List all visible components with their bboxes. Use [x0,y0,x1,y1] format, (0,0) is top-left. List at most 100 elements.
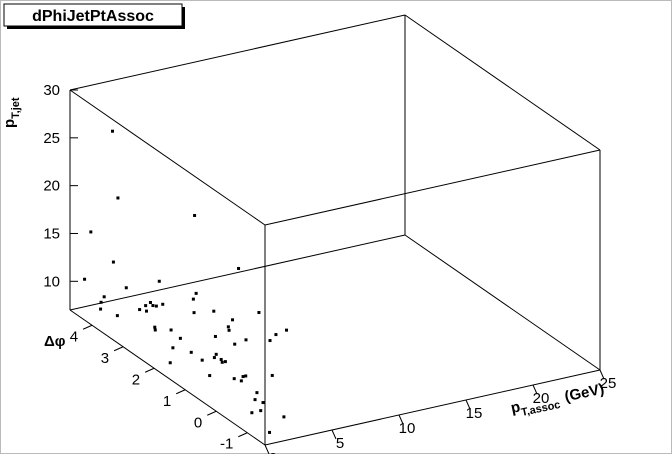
point [83,277,87,281]
point [220,360,224,364]
point [189,350,193,354]
y-axis-title: Δφ [44,333,66,350]
point [212,309,216,313]
point [227,328,231,332]
y-tick-label: -1 [220,436,233,453]
x-tick [331,429,337,440]
point [268,339,272,343]
x-tick [599,369,605,380]
point [219,357,223,361]
point [138,308,142,312]
y-tick-label: 2 [132,371,140,388]
point [89,230,93,234]
y-tick-label: 4 [70,328,78,345]
point [244,338,248,342]
x-tick-label: 25 [600,375,617,392]
point [154,304,158,308]
z-tick-label: 30 [43,82,60,99]
point [244,374,248,378]
title-box [3,3,183,27]
point [259,409,263,413]
z-tick-label: 10 [43,273,60,290]
point [208,374,212,378]
point [178,336,182,340]
box-edge [404,234,601,371]
point [257,311,261,315]
box-edge [69,89,266,226]
point [124,286,128,290]
point [212,356,216,360]
y-tick [238,432,248,438]
point [223,360,227,364]
point [193,213,197,217]
point [285,328,289,332]
x-tick [398,414,404,425]
point [250,411,254,415]
point [268,430,272,434]
y-tick-label: 1 [163,393,171,410]
box-edge [404,14,601,151]
y-tick [175,389,186,395]
box-edge [264,149,601,226]
point [237,266,241,270]
point [255,391,259,395]
x-tick-label: 5 [336,435,344,452]
point [192,311,196,315]
point [282,415,286,419]
box-edge [69,309,266,446]
x-tick [264,444,270,454]
point [169,328,173,332]
point [153,328,157,332]
x-tick-label: 0 [269,450,277,454]
point [231,318,235,322]
point [194,291,198,295]
x-tick-label: 20 [533,390,550,407]
x-tick [465,399,471,410]
box-edge [69,14,406,91]
box-edge [69,234,406,311]
x-tick [532,384,538,395]
point [200,358,204,362]
x-tick-label: 15 [466,405,483,422]
chart-title: dPhiJetPtAssoc [32,8,154,25]
y-tick [144,367,155,373]
point [233,342,237,346]
point [102,295,106,299]
point [214,352,218,356]
y-tick [82,324,93,330]
point [241,375,245,379]
point [171,346,175,350]
point [226,325,230,329]
point [161,302,165,306]
point [274,333,278,337]
point [144,309,148,313]
x-tick-label: 10 [399,420,416,437]
z-tick-label: 25 [43,130,60,147]
point [213,334,217,338]
y-tick [113,346,124,352]
point [99,307,103,311]
z-axis-title-main: p [1,119,18,128]
point [116,196,120,200]
x-axis-title-main: p [509,398,522,417]
z-axis-title: pT,jet [1,97,22,128]
point [144,304,148,308]
point [191,297,195,301]
y-tick [207,410,217,416]
box-edge [264,369,601,446]
point [239,379,243,383]
point [115,314,119,318]
point [99,300,103,304]
z-tick-label: 20 [43,178,60,195]
point [232,377,236,381]
point [148,300,152,304]
point [168,361,172,365]
point [157,279,161,283]
y-tick-label: 0 [194,414,202,431]
y-tick-label: 3 [101,350,109,367]
point [261,401,265,405]
point [111,260,115,264]
point [151,304,155,308]
